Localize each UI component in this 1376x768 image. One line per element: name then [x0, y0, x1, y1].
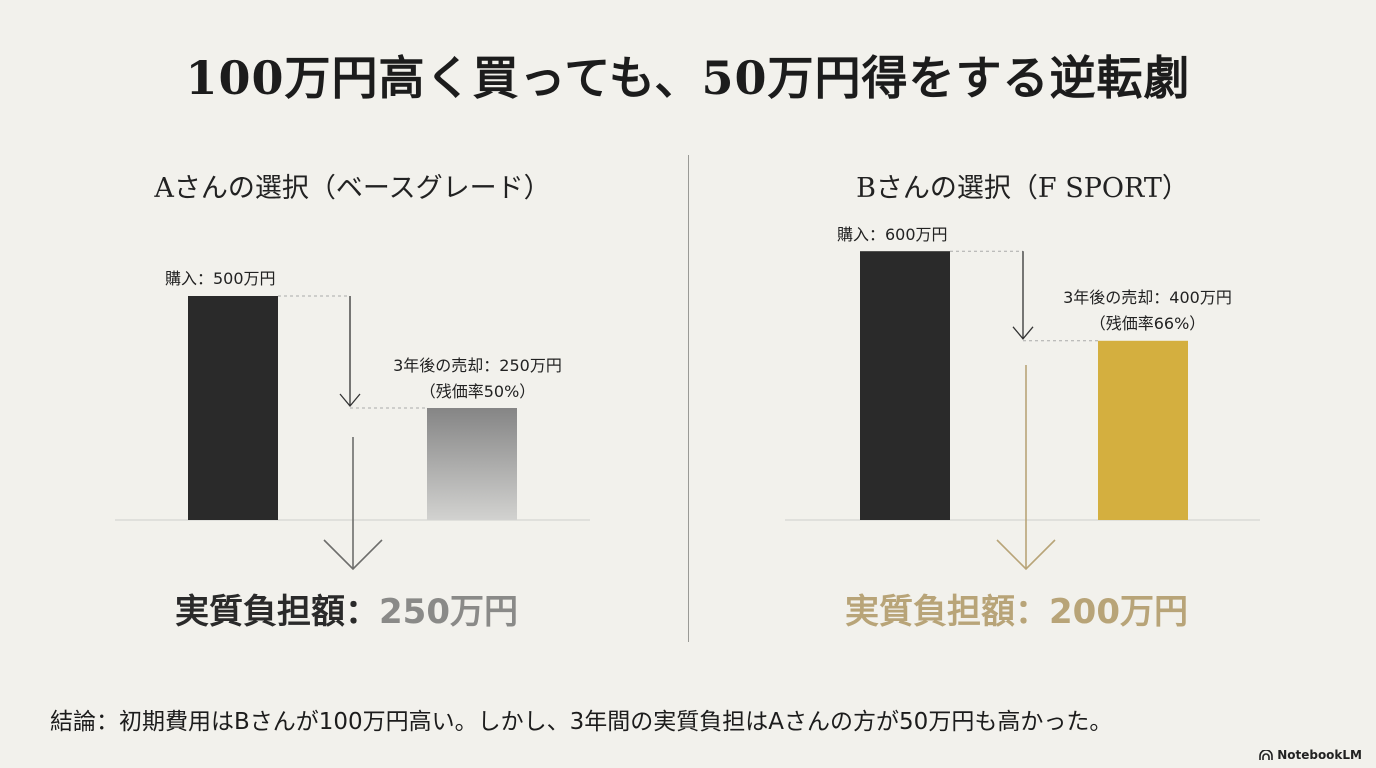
result-label: 実質負担額： — [175, 592, 379, 632]
result-value: 250万円 — [379, 592, 518, 632]
chart-b-sale-label: 3年後の売却：400万円 — [1063, 288, 1232, 307]
chart-a-sale-label: 3年後の売却：250万円 — [393, 356, 562, 375]
depreciation-arrow-head-icon — [1012, 326, 1034, 340]
bar-sale — [427, 408, 517, 520]
chart-a-result: 実質負担額：250万円 — [175, 584, 518, 633]
bar-purchase — [860, 251, 950, 520]
notebooklm-logo-icon — [1259, 750, 1273, 760]
notebooklm-logo: NotebookLM — [1259, 748, 1362, 762]
conclusion-text: 結論：初期費用はBさんが100万円高い。しかし、3年間の実質負担はAさんの方が5… — [50, 709, 1113, 735]
chart-b-result: 実質負担額：200万円 — [845, 584, 1188, 633]
chart-b-title: Bさんの選択（F SPORT） — [856, 173, 1189, 204]
result-arrow-head-icon — [323, 539, 383, 571]
result-value: 200万円 — [1049, 592, 1188, 632]
divider — [688, 155, 689, 642]
chart-b-residual-label: （残価率66%） — [1089, 314, 1206, 333]
chart-a — [115, 295, 590, 571]
result-label: 実質負担額： — [845, 592, 1049, 632]
bar-purchase — [188, 296, 278, 520]
chart-b — [785, 250, 1260, 571]
chart-b-purchase-label: 購入：600万円 — [837, 225, 948, 244]
chart-a-purchase-label: 購入：500万円 — [165, 269, 276, 288]
slide-title: 100万円高く買っても、50万円得をする逆転劇 — [185, 51, 1191, 105]
depreciation-arrow-head-icon — [339, 393, 361, 408]
result-arrow-head-icon — [996, 539, 1056, 571]
logo-text: NotebookLM — [1277, 748, 1362, 762]
chart-a-residual-label: （残価率50%） — [419, 382, 536, 401]
bar-sale — [1098, 340, 1188, 520]
chart-a-title: Aさんの選択（ベースグレード） — [154, 173, 551, 204]
